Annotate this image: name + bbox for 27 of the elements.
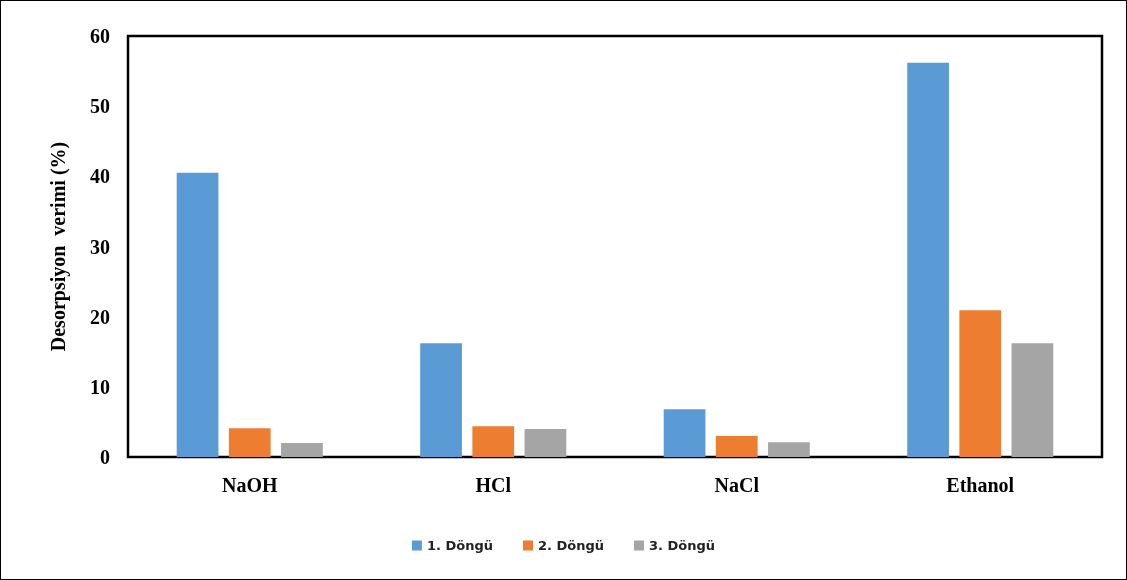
bar — [524, 428, 567, 457]
x-tick-label: NaCl — [714, 474, 760, 496]
y-axis-title: Desorpsiyon verimi (%) — [47, 141, 70, 352]
y-tick-label: 60 — [90, 25, 110, 47]
x-tick-label: Ethanol — [946, 474, 1015, 496]
y-tick-label: 0 — [100, 446, 110, 468]
bar — [420, 343, 462, 457]
legend-label: 2. Döngü — [537, 538, 605, 553]
bar — [472, 426, 515, 457]
y-tick-label: 30 — [90, 235, 110, 258]
x-tick-label: HCl — [475, 474, 512, 496]
bar — [715, 435, 758, 457]
bar — [959, 310, 1002, 457]
y-tick-label: 10 — [90, 375, 110, 398]
y-tick-label: 40 — [90, 165, 110, 188]
y-tick-label: 50 — [90, 95, 110, 118]
bar — [907, 62, 949, 457]
bar — [176, 172, 219, 457]
legend-label: 3. Döngü — [649, 538, 716, 553]
bar — [281, 442, 323, 457]
bar — [228, 428, 271, 457]
y-tick-label: 20 — [90, 305, 110, 328]
legend-label: 1. Döngü — [426, 538, 493, 553]
x-tick-label: NaOH — [221, 474, 278, 496]
bar — [663, 409, 706, 457]
bar — [768, 442, 810, 457]
bar — [1011, 343, 1054, 457]
